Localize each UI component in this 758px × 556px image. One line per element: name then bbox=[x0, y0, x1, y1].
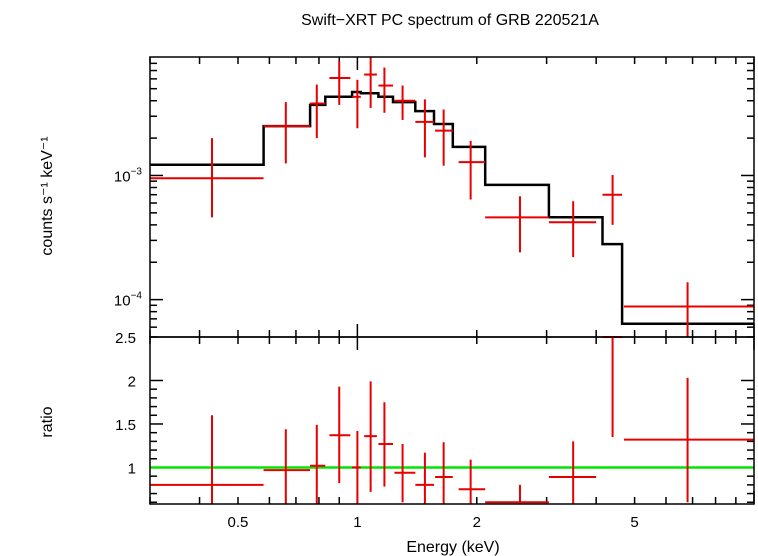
ratio-data-point bbox=[364, 381, 377, 492]
top-y-tick-label-exponent: −3 bbox=[131, 166, 143, 177]
spectrum-data-point bbox=[329, 61, 351, 105]
spectrum-data-point bbox=[378, 67, 394, 113]
spectrum-data-point bbox=[394, 85, 416, 120]
ratio-data-point bbox=[352, 430, 361, 504]
ratio-data-point bbox=[310, 424, 326, 504]
ratio-data-point bbox=[329, 386, 351, 484]
spectrum-data-point bbox=[548, 201, 597, 258]
x-tick-label: 2 bbox=[473, 514, 481, 531]
bottom-y-tick-label: 2 bbox=[128, 373, 136, 390]
spectrum-data-point bbox=[310, 84, 326, 139]
bottom-y-tick-label: 2.5 bbox=[115, 330, 136, 347]
model-step-line bbox=[150, 90, 754, 325]
ratio-data-point bbox=[623, 377, 754, 503]
spectrum-data-point bbox=[415, 99, 434, 158]
top-y-axis-label: counts s⁻¹ keV⁻¹ bbox=[39, 136, 56, 255]
spectrum-data-point bbox=[602, 174, 623, 225]
spectrum-data-point bbox=[364, 57, 377, 108]
ratio-data-point bbox=[548, 441, 597, 504]
x-tick-label: 0.5 bbox=[228, 514, 249, 531]
top-panel-spectrum: 10−310−4 bbox=[114, 56, 755, 338]
spectrum-data-point bbox=[435, 109, 453, 166]
chart-title: Swift−XRT PC spectrum of GRB 220521A bbox=[301, 12, 599, 29]
ratio-data-point bbox=[415, 452, 434, 504]
spectrum-data-point bbox=[263, 102, 311, 164]
spectrum-data-point bbox=[150, 138, 264, 218]
ratio-data-point bbox=[485, 484, 549, 504]
spectrum-data-point bbox=[623, 282, 754, 337]
spectrum-data-point bbox=[485, 196, 549, 253]
x-tick-label: 5 bbox=[630, 514, 638, 531]
ratio-data-point bbox=[458, 459, 486, 504]
spectrum-data-point bbox=[352, 79, 361, 129]
ratio-data-point bbox=[150, 415, 264, 504]
ratio-data-point bbox=[435, 442, 453, 504]
x-axis-label: Energy (keV) bbox=[406, 539, 499, 556]
ratio-data-point bbox=[394, 443, 416, 503]
bottom-panel-ratio: 1 1.5 2 2.5 0.5 1 2 5 bbox=[115, 330, 755, 531]
ratio-data-point bbox=[263, 429, 311, 504]
spectrum-data-point bbox=[458, 140, 486, 200]
bottom-y-tick-label: 1.5 bbox=[115, 417, 136, 434]
top-y-tick-label-exponent: −4 bbox=[131, 291, 143, 302]
bottom-y-axis-label: ratio bbox=[39, 406, 56, 437]
bottom-panel-frame bbox=[149, 336, 755, 505]
x-tick-label: 1 bbox=[353, 514, 361, 531]
ratio-data-point bbox=[378, 402, 394, 487]
bottom-y-tick-label: 1 bbox=[128, 460, 136, 477]
